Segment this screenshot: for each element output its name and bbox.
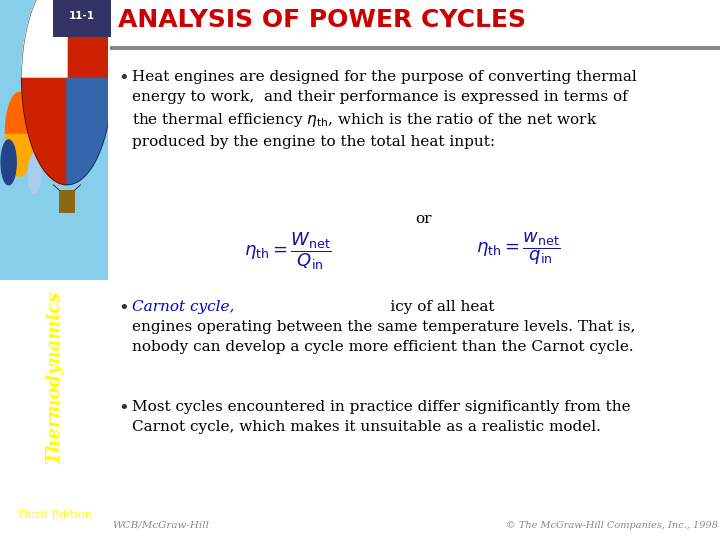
- Bar: [60, 191, 75, 213]
- Text: Carnot cycle,: Carnot cycle,: [132, 300, 235, 314]
- Polygon shape: [67, 0, 112, 78]
- Text: Thermodynamics: Thermodynamics: [45, 291, 63, 464]
- Text: Most cycles encountered in practice differ significantly from the
Carnot cycle, : Most cycles encountered in practice diff…: [132, 400, 631, 434]
- Polygon shape: [5, 92, 33, 134]
- Bar: [110, 46, 720, 50]
- Text: •: •: [118, 300, 129, 318]
- Text: icy of all heat
engines operating between the same temperature levels. That is,
: icy of all heat engines operating betwee…: [132, 300, 635, 354]
- Text: or: or: [415, 212, 431, 226]
- Polygon shape: [28, 154, 41, 193]
- Polygon shape: [5, 134, 33, 177]
- Text: Çengel
Boles: Çengel Boles: [35, 289, 73, 312]
- Text: Heat engines are designed for the purpose of converting thermal
energy to work, : Heat engines are designed for the purpos…: [132, 70, 636, 149]
- Text: ANALYSIS OF POWER CYCLES: ANALYSIS OF POWER CYCLES: [118, 8, 526, 32]
- Text: WCB/McGraw-Hill: WCB/McGraw-Hill: [112, 521, 209, 530]
- Text: Third Edition: Third Edition: [17, 510, 91, 520]
- Text: •: •: [118, 70, 129, 88]
- Polygon shape: [22, 0, 67, 78]
- Text: •: •: [118, 400, 129, 418]
- Polygon shape: [67, 78, 112, 185]
- Text: $\eta_{\rm th} = \dfrac{W_{\rm net}}{Q_{\rm in}}$: $\eta_{\rm th} = \dfrac{W_{\rm net}}{Q_{…: [244, 230, 332, 272]
- Text: © The McGraw-Hill Companies, Inc., 1998: © The McGraw-Hill Companies, Inc., 1998: [506, 521, 718, 530]
- Polygon shape: [22, 78, 67, 185]
- Text: 11-1: 11-1: [69, 11, 95, 21]
- Bar: [98, 44, 108, 52]
- Text: $\eta_{\rm th} = \dfrac{w_{\rm net}}{q_{\rm in}}$: $\eta_{\rm th} = \dfrac{w_{\rm net}}{q_{…: [476, 230, 561, 267]
- Polygon shape: [1, 140, 17, 185]
